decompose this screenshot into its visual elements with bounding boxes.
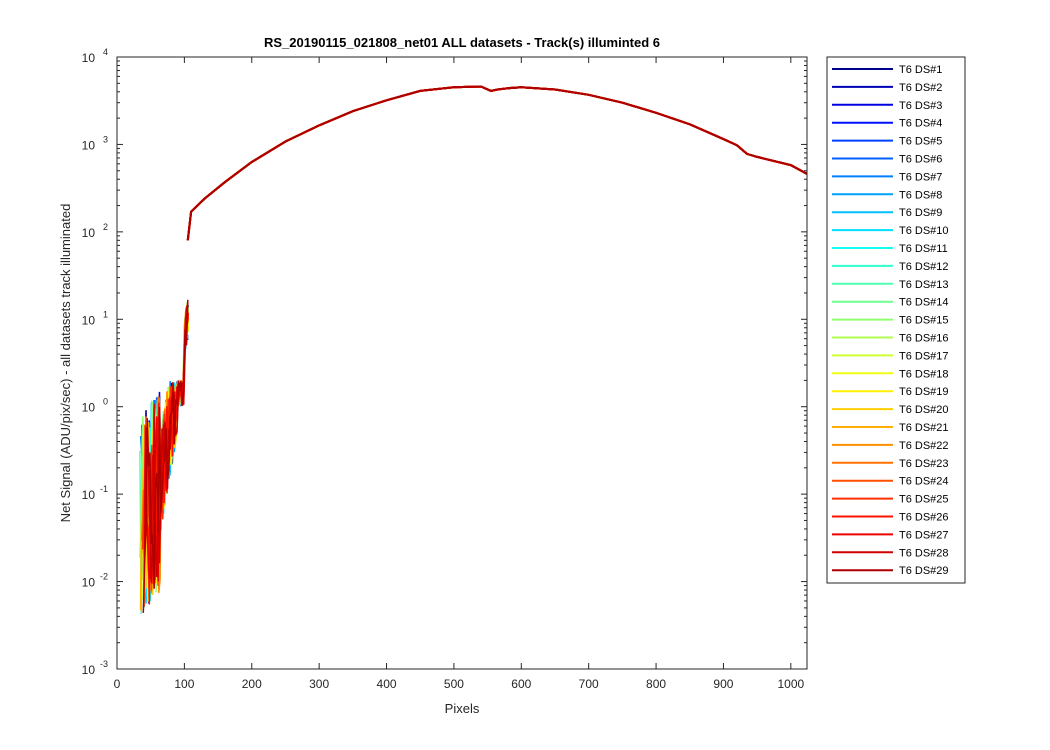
series-noise-line <box>143 304 189 583</box>
legend-entry: T6 DS#25 <box>899 494 949 506</box>
legend-entry: T6 DS#11 <box>899 243 948 255</box>
y-tick-base: 10 <box>82 488 96 502</box>
legend-entry: T6 DS#28 <box>899 547 949 559</box>
y-axis: 10 -3 10 -2 10 -1 10 0 10 1 10 2 10 3 10 4 <box>82 47 807 677</box>
x-tick-label: 300 <box>309 677 329 691</box>
legend-entry: T6 DS#2 <box>899 82 942 94</box>
x-axis: 0 100 200 300 400 500 600 700 800 900 1000 <box>114 57 804 691</box>
series-line <box>186 85 808 241</box>
legend-entry: T6 DS#6 <box>899 154 942 166</box>
noise-layer <box>139 299 190 615</box>
legend-entry: T6 DS#7 <box>899 171 942 183</box>
legend-entry: T6 DS#13 <box>899 279 949 291</box>
legend-entry: T6 DS#9 <box>899 207 942 219</box>
y-tick-label: 10 -1 <box>82 484 108 502</box>
legend-entry: T6 DS#8 <box>899 189 942 201</box>
legend-entry: T6 DS#21 <box>899 422 949 434</box>
legend-entry: T6 DS#4 <box>899 118 942 130</box>
legend-entry: T6 DS#20 <box>899 404 949 416</box>
y-tick-label: 10 0 <box>82 397 108 415</box>
x-tick-label: 800 <box>646 677 666 691</box>
legend-entry: T6 DS#15 <box>899 315 949 327</box>
legend-entry: T6 DS#16 <box>899 333 949 345</box>
y-axis-label: Net Signal (ADU/pix/sec) - all datasets … <box>58 204 73 523</box>
y-tick-exponent: -3 <box>100 659 108 669</box>
plot-area <box>117 57 807 669</box>
y-tick-label: 10 -2 <box>82 572 108 590</box>
legend-entry: T6 DS#5 <box>899 136 942 148</box>
y-tick-label: 10 4 <box>82 47 108 65</box>
x-axis-label: Pixels <box>445 701 480 716</box>
legend-entry: T6 DS#27 <box>899 529 949 541</box>
plot-frame <box>116 56 808 670</box>
y-tick-label: 10 2 <box>82 222 108 240</box>
x-tick-label: 500 <box>444 677 464 691</box>
y-tick-base: 10 <box>82 138 96 152</box>
y-tick-exponent: 2 <box>103 222 108 232</box>
legend-entry: T6 DS#22 <box>899 440 949 452</box>
y-tick-base: 10 <box>82 226 96 240</box>
legend-items: T6 DS#1 T6 DS#2 T6 DS#3 T6 DS#4 T6 DS#5 T6 DS… <box>832 64 949 577</box>
legend-entry: T6 DS#19 <box>899 386 949 398</box>
y-tick-base: 10 <box>82 401 96 415</box>
legend-entry: T6 DS#12 <box>899 261 949 273</box>
legend-entry: T6 DS#14 <box>899 297 949 309</box>
y-tick-exponent: 3 <box>103 134 108 144</box>
legend-entry: T6 DS#1 <box>899 64 942 76</box>
x-tick-label: 1000 <box>777 677 804 691</box>
y-tick-exponent: -1 <box>100 484 108 494</box>
legend-entry: T6 DS#24 <box>899 476 949 488</box>
chart-title: RS_20190115_021808_net01 ALL datasets - … <box>264 35 660 50</box>
y-tick-base: 10 <box>82 576 96 590</box>
y-tick-exponent: -2 <box>100 572 108 582</box>
y-tick-label: 10 1 <box>82 309 108 327</box>
x-tick-label: 400 <box>377 677 397 691</box>
legend-entry: T6 DS#29 <box>899 565 949 577</box>
y-tick-exponent: 4 <box>103 47 108 57</box>
series-noise-line <box>142 299 189 613</box>
y-tick-exponent: 1 <box>103 309 108 319</box>
legend-entry: T6 DS#3 <box>899 100 942 112</box>
x-tick-label: 700 <box>579 677 599 691</box>
legend-entry: T6 DS#17 <box>899 350 949 362</box>
y-tick-label: 10 -3 <box>82 659 108 677</box>
x-tick-label: 200 <box>242 677 262 691</box>
x-tick-label: 900 <box>713 677 733 691</box>
legend-entry: T6 DS#18 <box>899 368 949 380</box>
legend-entry: T6 DS#23 <box>899 458 949 470</box>
legend: T6 DS#1 T6 DS#2 T6 DS#3 T6 DS#4 T6 DS#5 T6 DS… <box>826 56 966 584</box>
y-tick-base: 10 <box>82 51 96 65</box>
curve-layer <box>186 85 808 241</box>
y-tick-label: 10 3 <box>82 134 108 152</box>
x-tick-label: 600 <box>511 677 531 691</box>
legend-entry: T6 DS#26 <box>899 512 949 524</box>
x-tick-label: 0 <box>114 677 121 691</box>
y-tick-base: 10 <box>82 313 96 327</box>
legend-entry: T6 DS#10 <box>899 225 949 237</box>
y-tick-base: 10 <box>82 663 96 677</box>
x-tick-label: 100 <box>174 677 194 691</box>
y-tick-exponent: 0 <box>103 397 108 407</box>
